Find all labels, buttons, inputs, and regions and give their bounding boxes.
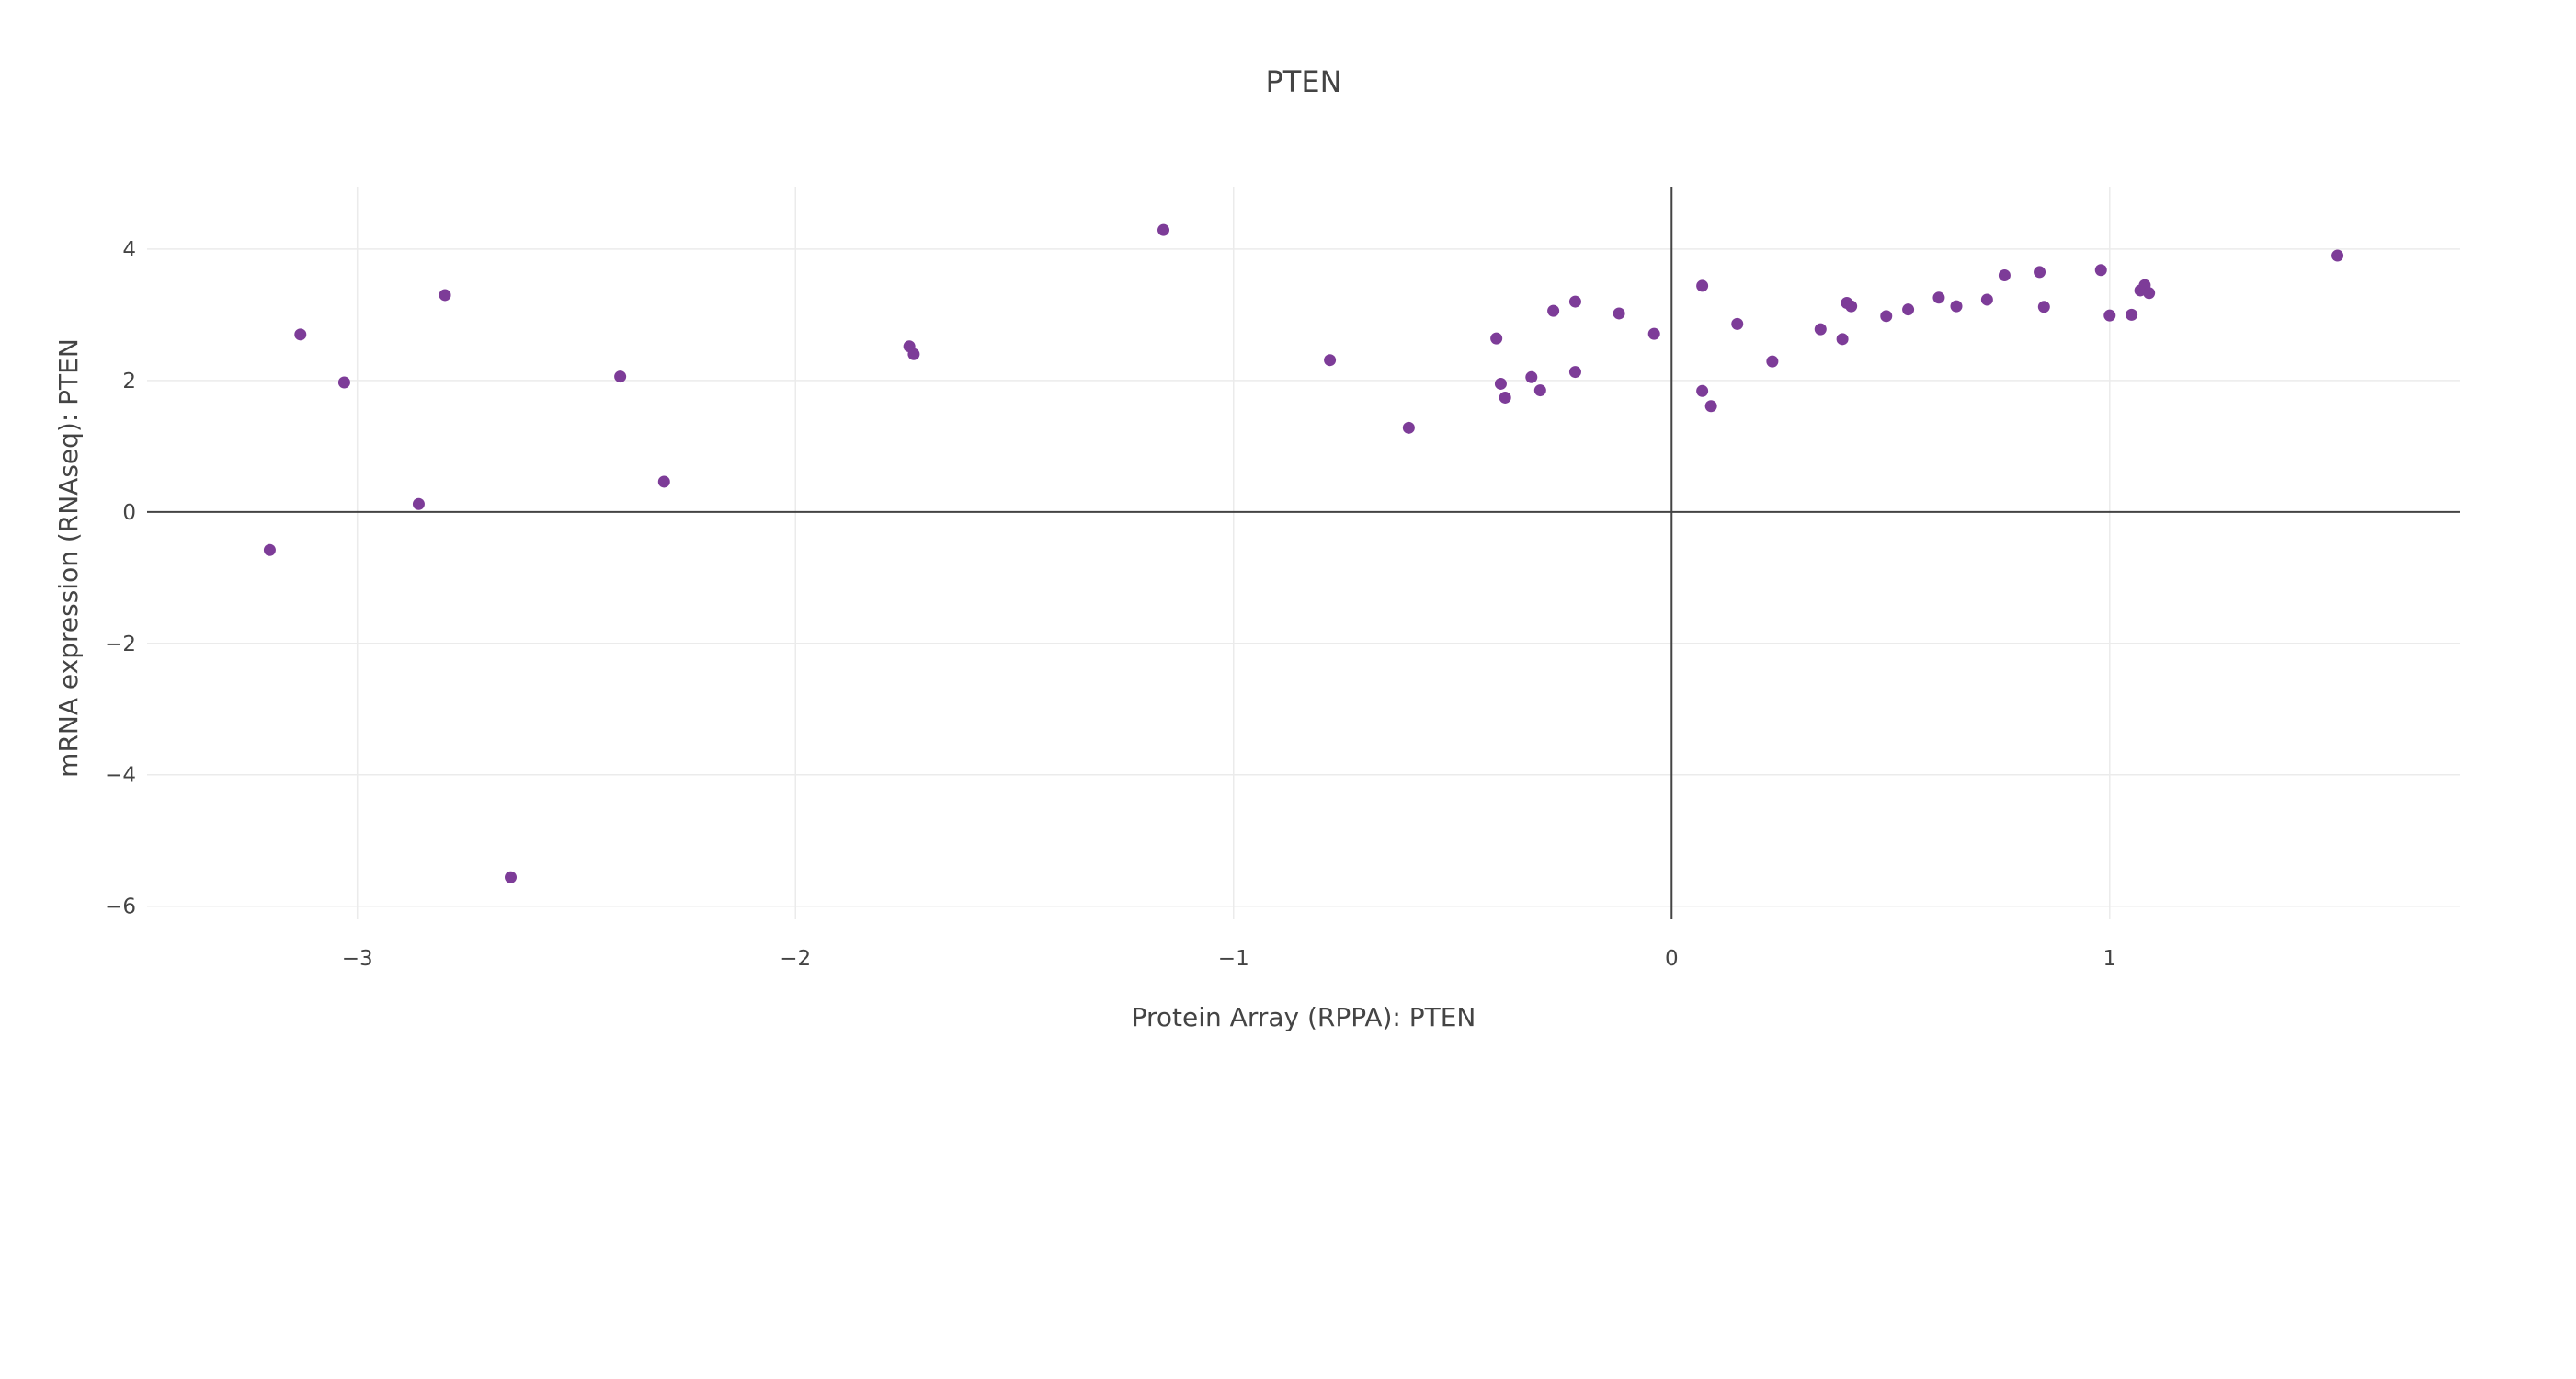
data-point[interactable] [439, 289, 451, 302]
x-tick-label: −3 [342, 947, 373, 971]
data-point[interactable] [1880, 310, 1893, 323]
y-tick-label: 0 [122, 501, 136, 525]
data-point[interactable] [505, 871, 518, 883]
data-point[interactable] [2037, 301, 2050, 313]
x-tick-label: 0 [1665, 947, 1679, 971]
data-point[interactable] [657, 475, 670, 488]
data-point[interactable] [1836, 333, 1849, 346]
data-point[interactable] [1490, 332, 1503, 345]
x-gridlines [356, 187, 2111, 919]
data-points [263, 223, 2344, 883]
x-tick-label: 1 [2103, 947, 2116, 971]
y-tick-label: 4 [122, 238, 136, 262]
data-point[interactable] [2126, 308, 2138, 321]
data-point[interactable] [1613, 307, 1625, 320]
data-point[interactable] [1932, 291, 1945, 304]
data-point[interactable] [1499, 391, 1511, 404]
y-tick-label: 2 [122, 370, 136, 393]
data-point[interactable] [337, 376, 350, 389]
y-tick-label: −4 [105, 764, 136, 788]
data-point[interactable] [1647, 327, 1660, 340]
zero-lines [147, 187, 2460, 919]
data-point[interactable] [614, 370, 627, 383]
data-point[interactable] [1902, 303, 1915, 316]
y-gridlines [147, 248, 2460, 907]
x-axis-title: Protein Array (RPPA): PTEN [1132, 1002, 1476, 1032]
data-point[interactable] [2331, 249, 2344, 262]
x-tick-label: −2 [780, 947, 811, 971]
data-point[interactable] [1696, 279, 1709, 292]
data-point[interactable] [2143, 287, 2156, 300]
y-tick-label: −2 [105, 633, 136, 656]
y-tick-label: −6 [105, 895, 136, 919]
data-point[interactable] [294, 328, 307, 341]
data-point[interactable] [1533, 384, 1546, 397]
data-point[interactable] [1845, 300, 1858, 313]
data-point[interactable] [263, 543, 276, 556]
data-point[interactable] [1324, 354, 1337, 367]
data-point[interactable] [1525, 370, 1538, 383]
chart-title: PTEN [1266, 64, 1342, 99]
data-point[interactable] [1568, 295, 1581, 308]
data-point[interactable] [1696, 384, 1709, 397]
data-point[interactable] [1980, 293, 1993, 306]
y-axis-title: mRNA expression (RNAseq): PTEN [53, 338, 84, 778]
y-tick-labels: −6 −4 −2 0 2 4 [105, 238, 136, 919]
data-point[interactable] [1814, 323, 1827, 336]
data-point[interactable] [1704, 400, 1717, 413]
data-point[interactable] [1547, 304, 1560, 317]
x-tick-labels: −3 −2 −1 0 1 [342, 947, 2116, 971]
data-point[interactable] [1494, 377, 1507, 390]
data-point[interactable] [1568, 366, 1581, 379]
data-point[interactable] [2094, 264, 2107, 277]
data-point[interactable] [1157, 223, 1170, 236]
data-point[interactable] [1950, 300, 1963, 313]
data-point[interactable] [907, 348, 920, 360]
data-point[interactable] [1998, 268, 2011, 281]
data-point[interactable] [1402, 421, 1415, 434]
x-tick-label: −1 [1218, 947, 1249, 971]
data-point[interactable] [1766, 355, 1779, 368]
data-point[interactable] [2103, 309, 2116, 322]
data-point[interactable] [1731, 317, 1744, 330]
data-point[interactable] [412, 497, 425, 510]
data-point[interactable] [2034, 266, 2046, 279]
